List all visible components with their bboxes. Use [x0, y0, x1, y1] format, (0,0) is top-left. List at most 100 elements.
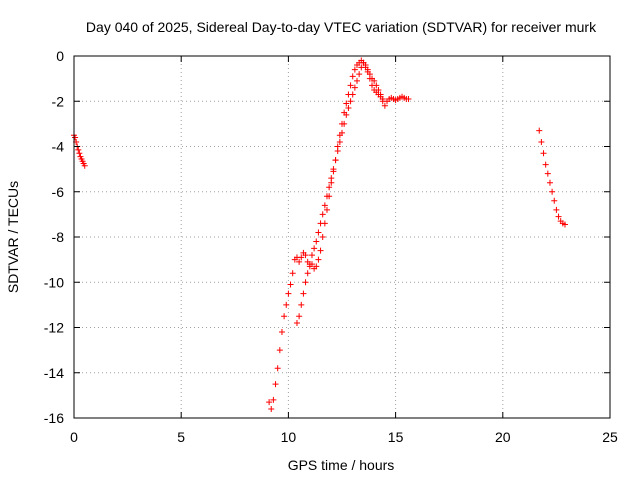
data-point — [381, 102, 388, 109]
data-point — [72, 134, 79, 141]
x-tick-label: 10 — [281, 429, 297, 445]
x-tick-label: 20 — [495, 429, 511, 445]
data-point — [336, 138, 343, 145]
data-point — [536, 127, 543, 134]
y-tick-label: -10 — [44, 274, 64, 290]
y-tick-label: -16 — [44, 410, 64, 426]
y-tick-label: -6 — [52, 184, 65, 200]
data-point — [334, 148, 341, 155]
y-tick-label: -14 — [44, 365, 64, 381]
data-point — [302, 279, 309, 286]
data-point — [298, 254, 305, 261]
data-point — [347, 98, 354, 105]
data-point — [323, 193, 330, 200]
data-series — [266, 57, 412, 412]
data-point — [278, 329, 285, 336]
data-point — [356, 71, 363, 78]
data-point — [276, 347, 283, 354]
data-marks — [71, 57, 568, 412]
data-point — [546, 179, 553, 186]
data-point — [285, 290, 292, 297]
data-point — [289, 270, 296, 277]
data-point — [349, 91, 356, 98]
data-point — [315, 256, 322, 263]
data-point — [538, 138, 545, 145]
data-point — [319, 211, 326, 218]
data-point — [272, 381, 279, 388]
data-point — [377, 91, 384, 98]
data-point — [379, 95, 386, 102]
data-point — [339, 129, 345, 136]
data-series — [536, 127, 568, 228]
data-point — [317, 247, 324, 254]
data-point — [76, 150, 83, 157]
data-point — [375, 86, 382, 93]
data-point — [298, 301, 305, 308]
y-tick-label: 0 — [56, 48, 64, 64]
data-series — [293, 59, 386, 326]
data-point — [296, 258, 303, 265]
data-point — [268, 405, 275, 412]
data-point — [81, 162, 88, 169]
data-point — [351, 84, 358, 91]
data-point — [544, 170, 551, 177]
data-point — [351, 66, 358, 73]
data-point — [349, 73, 356, 80]
x-tick-label: 0 — [70, 429, 78, 445]
axis-ticks — [73, 55, 611, 419]
data-point — [296, 313, 303, 320]
y-tick-label: -12 — [44, 320, 64, 336]
data-point — [300, 290, 307, 297]
data-point — [328, 175, 335, 182]
x-tick-labels: 0 5 10 15 20 25 — [70, 429, 618, 445]
data-point — [281, 313, 288, 320]
y-tick-label: -4 — [52, 139, 65, 155]
data-point — [553, 206, 560, 213]
data-point — [313, 263, 320, 270]
data-point — [405, 95, 412, 102]
data-point — [354, 77, 361, 84]
data-point — [358, 64, 365, 71]
grid-lines — [74, 56, 610, 418]
data-point — [549, 188, 556, 195]
data-point — [345, 105, 352, 112]
y-tick-labels: 0 -2 -4 -6 -8 -10 -12 -14 -16 — [44, 48, 64, 426]
data-point — [308, 252, 315, 259]
y-tick-label: -8 — [52, 229, 65, 245]
data-point — [551, 197, 558, 204]
data-point — [326, 184, 333, 191]
data-point — [540, 150, 547, 157]
y-tick-label: -2 — [52, 93, 65, 109]
x-tick-label: 25 — [602, 429, 618, 445]
x-axis-label: GPS time / hours — [288, 457, 395, 473]
data-point — [283, 301, 290, 308]
data-point — [332, 157, 339, 164]
data-point — [317, 220, 324, 227]
x-tick-label: 5 — [177, 429, 185, 445]
data-point — [561, 221, 568, 228]
data-point — [315, 229, 322, 236]
y-axis-label: SDTVAR / TECUs — [5, 181, 21, 293]
data-point — [366, 71, 373, 78]
data-point — [306, 261, 313, 268]
data-point — [362, 62, 369, 69]
data-point — [371, 77, 378, 84]
data-point — [347, 82, 354, 89]
x-tick-label: 15 — [388, 429, 404, 445]
data-point — [75, 146, 82, 153]
data-point — [319, 234, 326, 240]
data-point — [323, 206, 330, 213]
data-point — [311, 245, 318, 252]
data-point — [542, 161, 549, 168]
chart-title: Day 040 of 2025, Sidereal Day-to-day VTE… — [86, 19, 597, 35]
data-point — [313, 238, 320, 245]
data-point — [321, 202, 328, 209]
data-point — [302, 252, 309, 259]
data-point — [343, 111, 350, 118]
data-point — [293, 319, 300, 326]
data-point — [373, 82, 380, 89]
data-point — [304, 270, 311, 277]
data-point — [341, 120, 348, 127]
data-point — [270, 396, 277, 403]
